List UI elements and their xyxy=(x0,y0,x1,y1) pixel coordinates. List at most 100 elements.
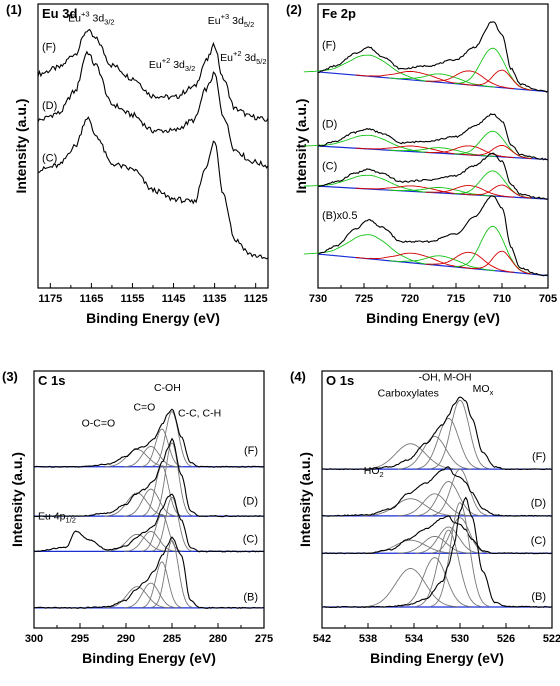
panel-number: (3) xyxy=(2,369,18,384)
fit-component xyxy=(397,436,472,470)
spectrum-trace-c xyxy=(37,116,269,260)
panel-1: 1175 1165 1155 1145 1135 1125 Binding Energy (… xyxy=(6,2,269,326)
fit-component xyxy=(141,561,183,609)
fit-component xyxy=(124,446,178,468)
x-tick-label: 530 xyxy=(451,633,469,645)
spectrum-trace-b xyxy=(34,536,265,609)
fit-component xyxy=(355,71,474,86)
x-axis-title: Binding Energy (eV) xyxy=(86,310,220,326)
y-axis-title: Intensity (a.u.) xyxy=(293,99,309,194)
spectrum-trace-d xyxy=(317,113,549,161)
panel-title: Fe 2p xyxy=(322,6,356,21)
panel-3: 300 295 290 285 280 275 Binding Energy (eV) Int… xyxy=(2,369,273,666)
fit-component xyxy=(397,557,472,608)
x-axis-title: Binding Energy (eV) xyxy=(370,650,504,666)
x-axis-title: Binding Energy (eV) xyxy=(82,650,216,666)
x-tick-label: 285 xyxy=(163,633,181,645)
x-tick-label: 1135 xyxy=(203,293,227,305)
fit-component xyxy=(425,145,515,158)
panel-4: 542 538 534 530 526 522 Binding Energy (eV) Int… xyxy=(290,369,560,666)
peak-annotation: -OH, M-OH xyxy=(419,371,472,383)
peak-annotation: C-OH xyxy=(154,382,181,394)
spectrum-trace-c xyxy=(321,515,553,555)
x-tick-label: 534 xyxy=(405,633,424,645)
panel-number: (1) xyxy=(6,2,22,17)
fit-component xyxy=(425,185,515,198)
x-tick-label: 290 xyxy=(117,633,135,645)
fit-component xyxy=(430,399,490,470)
trace-label: (B) xyxy=(531,591,546,603)
fit-component xyxy=(303,234,434,265)
peak-annotation: Eu+2 3d5/2 xyxy=(220,49,266,66)
panel-number: (4) xyxy=(290,369,306,384)
fit-component xyxy=(151,496,193,552)
fit-component xyxy=(303,54,434,82)
x-tick-label: 526 xyxy=(497,633,515,645)
x-tick-label: 705 xyxy=(539,293,557,305)
fit-component xyxy=(415,481,482,517)
fit-component xyxy=(141,465,183,517)
spectrum-trace-f xyxy=(317,21,549,93)
trace-label: (B)x0.5 xyxy=(322,210,357,222)
fit-component xyxy=(397,493,472,517)
peak-annotation: Eu+3 3d5/2 xyxy=(208,12,254,29)
fit-component xyxy=(472,184,532,199)
x-tick-label: 725 xyxy=(355,293,373,305)
trace-label: (C) xyxy=(531,535,546,547)
fit-component xyxy=(397,535,472,554)
peak-annotation: Eu+2 3d3/2 xyxy=(149,56,195,73)
fit-component xyxy=(362,443,459,470)
fit-component xyxy=(151,442,193,517)
peak-annotation: HO2 xyxy=(364,465,384,479)
fit-component xyxy=(425,70,515,90)
trace-label: (C) xyxy=(243,533,258,545)
trace-label: (C) xyxy=(42,152,57,164)
trace-label: (D) xyxy=(243,496,258,508)
x-tick-label: 710 xyxy=(493,293,511,305)
spectrum-trace-c xyxy=(33,493,265,553)
fit-component xyxy=(430,502,490,607)
spectrum-trace-d xyxy=(33,437,265,518)
x-tick-label: 1125 xyxy=(244,293,268,305)
peak-annotation: C=O xyxy=(133,401,155,413)
trace-label: (F) xyxy=(42,41,56,53)
x-tick-label: 720 xyxy=(401,293,419,305)
plot-frame xyxy=(37,3,269,289)
x-tick-label: 295 xyxy=(71,633,89,645)
fit-component xyxy=(124,582,178,609)
trace-label: (F) xyxy=(532,451,546,463)
panel-title: Eu 3d xyxy=(42,6,77,21)
trace-label: (D) xyxy=(322,118,337,130)
trace-label: (D) xyxy=(42,100,57,112)
x-tick-label: 1155 xyxy=(121,293,145,305)
panel-number: (2) xyxy=(286,2,302,17)
spectrum-trace-f xyxy=(34,408,265,468)
spectrum-trace-f xyxy=(37,28,269,122)
fit-component xyxy=(362,568,459,608)
trace-label: (B) xyxy=(243,591,258,603)
x-tick-label: 542 xyxy=(313,633,331,645)
fit-component xyxy=(141,513,183,552)
fit-component xyxy=(472,144,532,160)
spectrum-trace-d xyxy=(321,466,553,517)
x-tick-label: 1165 xyxy=(79,293,103,305)
fit-component xyxy=(425,251,515,273)
x-tick-label: 1175 xyxy=(38,293,62,305)
peak-annotation: Eu 4p1/2 xyxy=(38,511,76,525)
fit-component xyxy=(104,586,170,609)
x-tick-label: 1145 xyxy=(162,293,186,305)
trace-label: (D) xyxy=(531,498,546,510)
y-axis-title: Intensity (a.u.) xyxy=(297,452,313,547)
x-tick-label: 300 xyxy=(25,633,43,645)
panel-title: C 1s xyxy=(38,373,65,388)
panel-2: 730 725 720 715 710 705 Binding Energy (eV) Int… xyxy=(286,2,557,326)
fit-component xyxy=(151,411,193,467)
peak-annotation: MOx xyxy=(473,383,494,397)
fit-component xyxy=(104,492,170,517)
x-tick-label: 538 xyxy=(359,633,377,645)
x-tick-label: 730 xyxy=(309,293,327,305)
fit-component xyxy=(355,252,474,270)
x-axis-title: Binding Energy (eV) xyxy=(366,310,500,326)
fit-component xyxy=(151,540,193,608)
